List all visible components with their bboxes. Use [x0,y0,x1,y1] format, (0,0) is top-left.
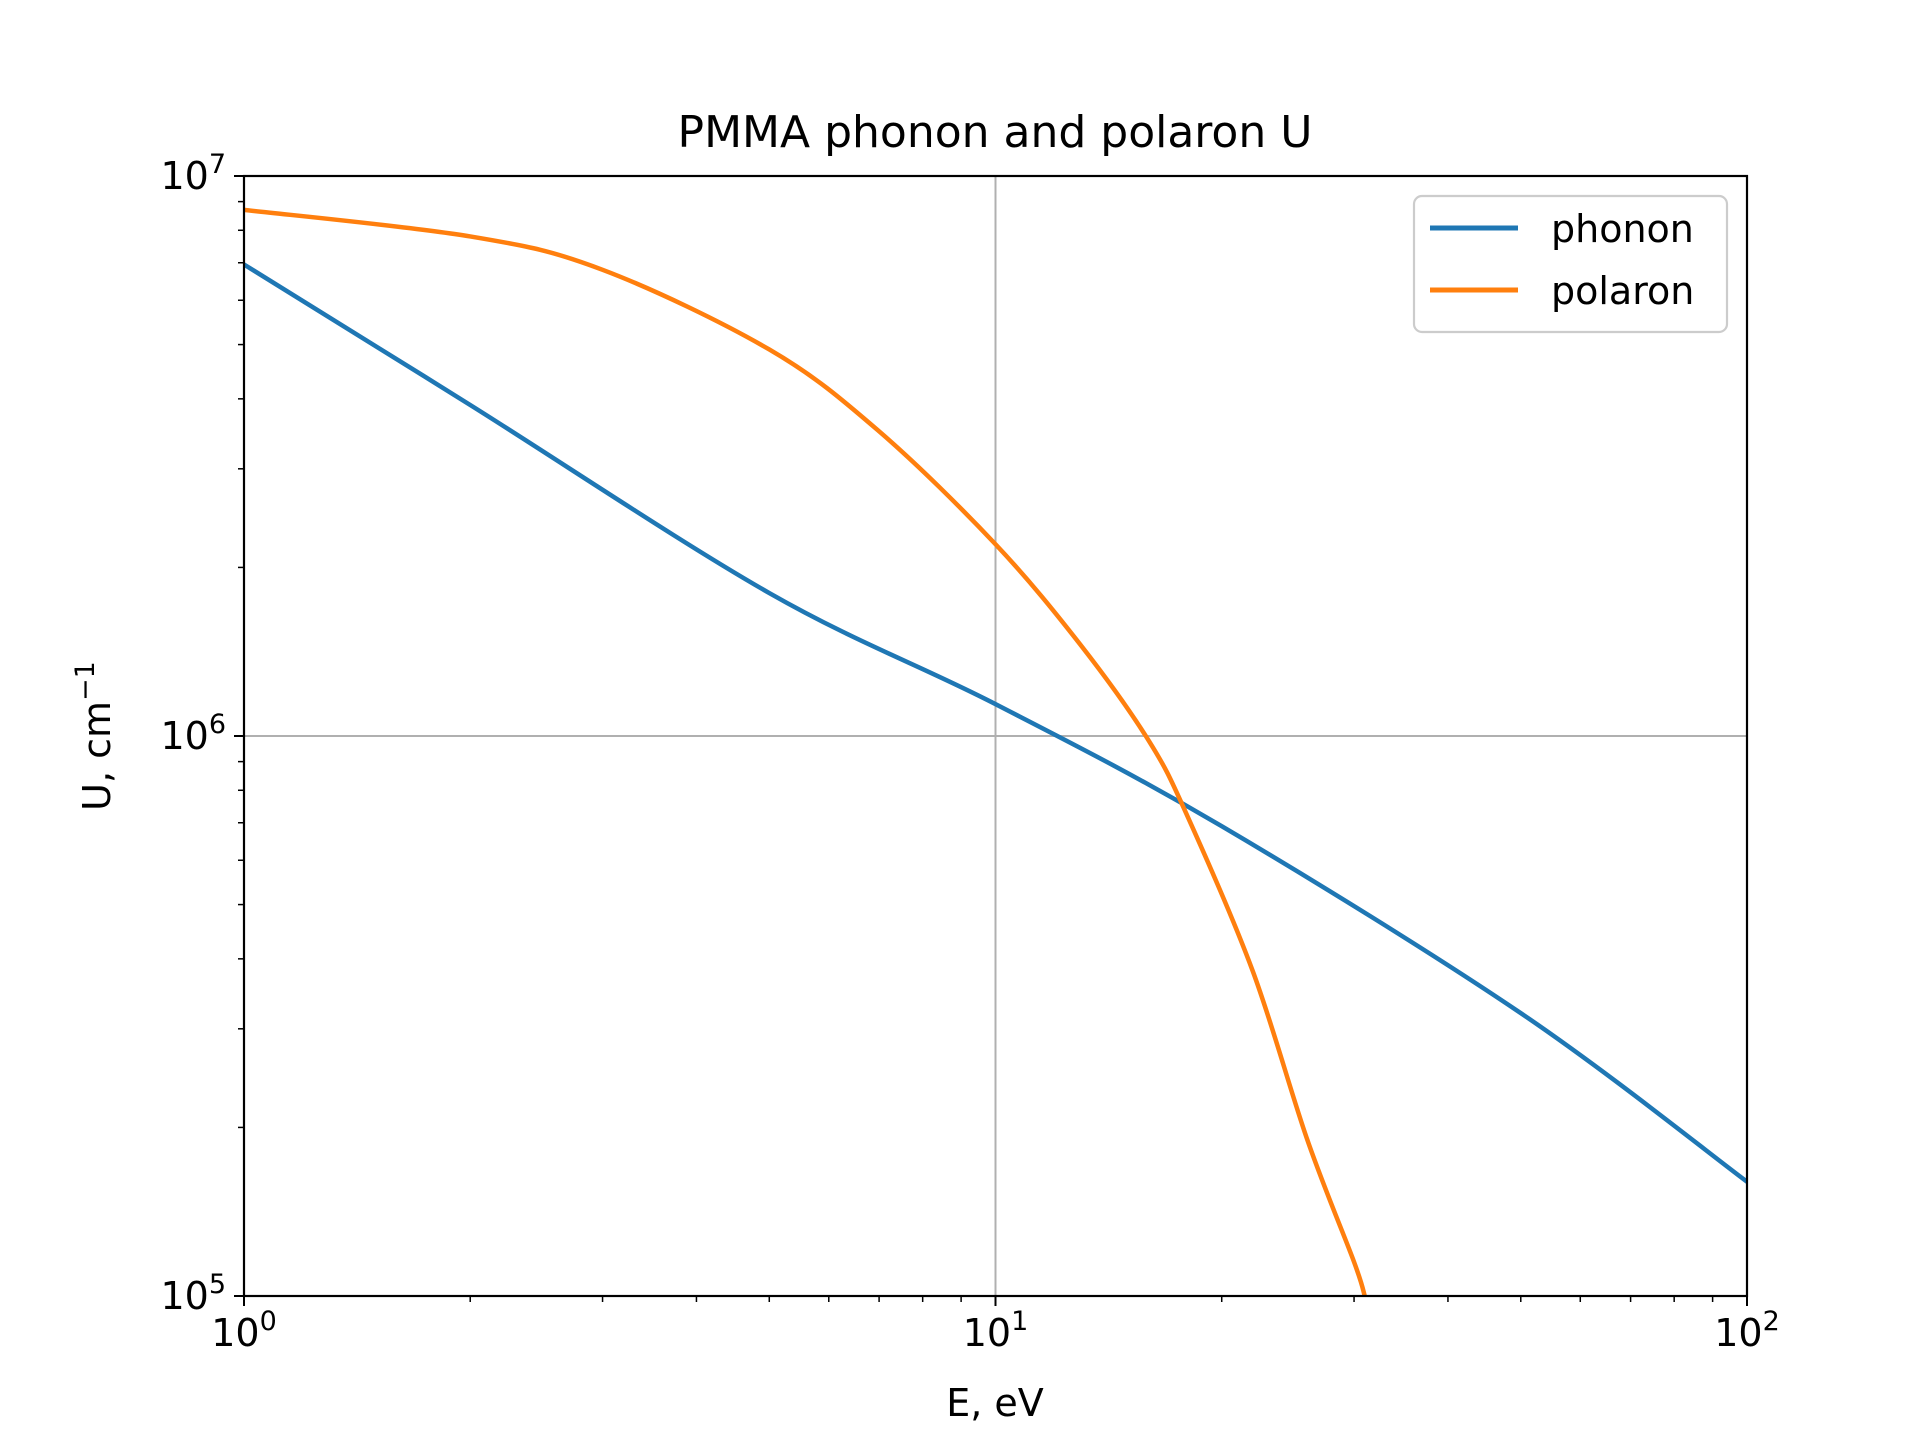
legend-label-phonon: phonon [1551,207,1694,251]
x-tick-label-exponent: 0 [260,1306,277,1337]
x-tick-label: 101 [963,1306,1029,1355]
y-tick-label-exponent: 7 [209,149,226,180]
y-tick-label: 105 [160,1269,226,1318]
y-tick-label: 107 [160,149,226,198]
x-tick-labels: 100 101 102 [211,1306,1780,1355]
y-tick-label-base: 10 [160,154,208,198]
y-tick-label-exponent: 5 [209,1269,226,1300]
y-axis-label: U, cm−1 [70,661,119,811]
x-tick-label-base: 10 [963,1311,1011,1355]
x-tick-label-exponent: 2 [1763,1306,1780,1337]
legend-label-polaron: polaron [1551,269,1694,313]
series-layer [244,207,1747,1296]
series-line-phonon [244,261,1747,1185]
series-line-polaron [244,207,1368,1296]
y-tick-label-base: 10 [160,714,208,758]
x-tick-label-base: 10 [1714,1311,1762,1355]
x-tick-label-base: 10 [211,1311,259,1355]
x-tick-label: 102 [1714,1306,1780,1355]
grid [244,176,1747,1296]
y-tick-label: 106 [160,709,226,758]
chart-title: PMMA phonon and polaron U [678,107,1313,158]
y-tick-label-exponent: 6 [209,709,226,740]
major-ticks [234,175,1748,1306]
x-axis-label: E, eV [946,1381,1044,1425]
legend: phonon polaron [1412,194,1729,334]
x-tick-label-exponent: 1 [1011,1306,1028,1337]
x-tick-label: 100 [211,1306,277,1355]
y-tick-label-base: 10 [160,1274,208,1318]
y-axis-label-text: U, cm [75,701,119,811]
y-axis-label-exponent: −1 [70,661,101,701]
